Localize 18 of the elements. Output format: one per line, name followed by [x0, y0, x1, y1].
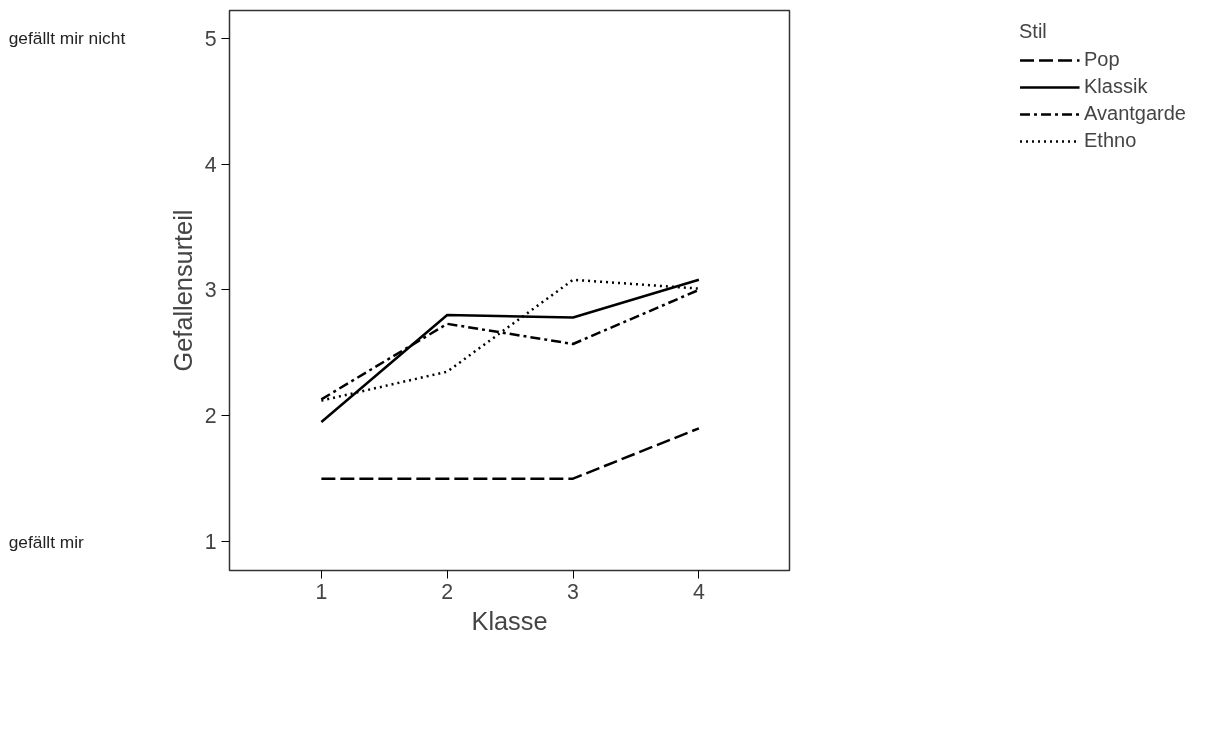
x-tick-label: 4: [692, 579, 705, 604]
legend-title: Stil: [1019, 20, 1048, 43]
x-axis-title: Klasse: [471, 606, 548, 635]
legend-label: Klassik: [1084, 75, 1148, 98]
y-tick-label: 4: [204, 152, 217, 177]
y-tick-label: 5: [204, 26, 217, 51]
y-tick-label: 3: [204, 278, 217, 303]
y-tick-label: 2: [204, 404, 217, 429]
x-tick-label: 3: [567, 579, 579, 604]
text: gefällt mir nicht: [8, 28, 126, 49]
y-axis-title: Gefallensurteil: [168, 209, 197, 372]
y-tick-label: 1: [204, 530, 217, 555]
legend-label: Ethno: [1084, 129, 1137, 152]
legend-label: Pop: [1084, 48, 1120, 71]
text: gefällt mir: [8, 531, 85, 552]
x-tick-label: 1: [315, 579, 328, 604]
x-tick-label: 2: [441, 579, 454, 604]
legend-label: Avantgarde: [1084, 102, 1186, 125]
